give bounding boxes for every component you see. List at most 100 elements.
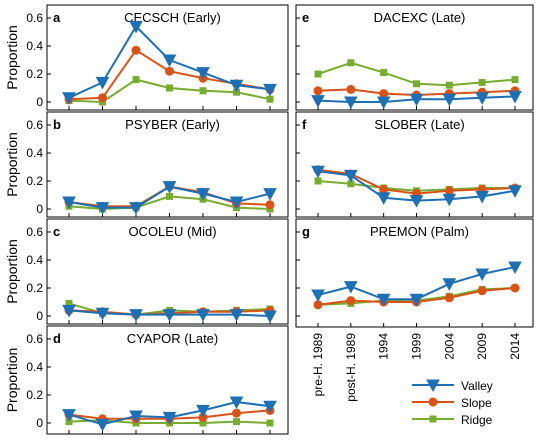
data-point-valley (229, 396, 244, 410)
series-valley (62, 396, 277, 432)
panel-e: e DACEXC (Late) (295, 4, 534, 111)
series-valley (62, 181, 277, 215)
data-point-valley (229, 196, 244, 210)
data-point-ridge (347, 180, 355, 188)
panel-letter: c (53, 224, 60, 239)
panel-title: DACEXC (Late) (374, 10, 466, 25)
data-point-valley (129, 309, 143, 322)
data-point-valley (508, 90, 522, 104)
data-point-valley (95, 307, 110, 321)
data-point-valley (95, 418, 110, 432)
data-point-slope (346, 84, 356, 94)
data-point-valley (62, 196, 76, 210)
data-point-ridge (445, 81, 453, 89)
panel-frame (46, 218, 289, 325)
y-tick-label: 0.6 (26, 332, 43, 346)
panel-title: CECSCH (Early) (124, 10, 221, 25)
data-point-slope (265, 200, 275, 210)
panel-frame (295, 111, 534, 218)
data-point-ridge (65, 299, 73, 307)
legend-label: Ridge (461, 413, 493, 427)
y-tick-label: 0.4 (26, 146, 43, 160)
panel-title: PREMON (Palm) (370, 224, 469, 239)
x-tick-label: 2009 (475, 333, 489, 360)
data-point-slope (444, 186, 454, 196)
x-tick-label: 2014 (508, 333, 522, 360)
data-point-valley (475, 268, 490, 282)
data-point-ridge (380, 69, 388, 77)
data-point-valley (162, 411, 177, 425)
data-point-valley (311, 95, 325, 108)
data-point-ridge (314, 177, 322, 185)
y-axis-label: Proportion (4, 132, 20, 197)
data-point-valley (376, 192, 391, 205)
panel-letter: b (53, 117, 61, 132)
y-tick-label: 0.6 (26, 118, 43, 132)
x-tick-labels: pre-H. 1989 post-H. 1989 1994 1999 2004 2009 2… (311, 333, 522, 402)
y-tick-label: 0 (36, 95, 43, 109)
data-point-ridge (199, 419, 207, 427)
data-point-valley (442, 93, 457, 107)
data-point-valley (263, 83, 277, 97)
data-point-valley (508, 261, 522, 275)
legend-entry-ridge: Ridge (412, 413, 493, 427)
data-point-slope (313, 86, 323, 96)
data-point-valley (376, 293, 391, 307)
data-point-slope (477, 286, 487, 296)
x-tick-label: 2004 (442, 333, 456, 360)
panel-letter: e (302, 10, 309, 25)
panel-title: CYAPOR (Late) (127, 331, 219, 346)
y-tick-label: 0.6 (26, 11, 43, 25)
panel-frame (295, 218, 534, 328)
data-point-slope (313, 300, 323, 310)
data-point-ridge (511, 76, 519, 84)
data-point-valley (95, 76, 110, 90)
y-tick-label: 0.4 (26, 360, 43, 374)
data-point-ridge (347, 59, 355, 67)
data-point-valley (442, 193, 457, 207)
data-point-valley (196, 188, 210, 201)
data-point-valley (62, 304, 76, 318)
x-tick-label: 1994 (377, 333, 391, 360)
panels: a CECSCH (Early) 0 0.2 0.4 0.6 Proportion b PSYB… (4, 4, 534, 435)
x-tick-label: post-H. 1989 (344, 333, 358, 402)
data-point-valley (263, 188, 277, 201)
data-point-ridge (266, 95, 274, 103)
x-tick-label: pre-H. 1989 (311, 333, 325, 397)
y-tick-label: 0 (36, 416, 43, 430)
legend-marker (429, 415, 437, 423)
x-tick-label: 1999 (410, 333, 424, 360)
legend-marker (428, 397, 438, 407)
data-point-valley (475, 190, 490, 204)
data-point-valley (508, 185, 522, 198)
data-point-valley (162, 309, 177, 322)
data-point-slope (346, 296, 356, 306)
data-point-valley (409, 195, 424, 208)
panel-frame (46, 4, 289, 111)
data-point-slope (444, 293, 454, 303)
panel-d: d CYAPOR (Late) 0 0.2 0.4 0.6 Proportion (4, 325, 289, 435)
y-tick-label: 0.4 (26, 253, 43, 267)
data-point-valley (311, 165, 325, 179)
series-slope (64, 45, 275, 104)
data-point-slope (165, 66, 174, 76)
data-point-valley (62, 409, 76, 422)
series-valley (62, 304, 277, 324)
data-point-valley (196, 309, 210, 322)
legend-label: Valley (461, 379, 493, 393)
data-point-valley (162, 54, 177, 68)
data-point-valley (343, 169, 358, 183)
data-point-valley (229, 309, 244, 322)
data-point-slope (98, 93, 107, 103)
y-axis-label: Proportion (4, 348, 20, 413)
data-point-ridge (233, 418, 240, 426)
panel-letter: d (53, 331, 61, 346)
y-tick-label: 0.2 (26, 388, 43, 402)
data-point-valley (311, 289, 325, 303)
data-point-valley (376, 96, 391, 110)
data-point-valley (95, 202, 110, 215)
legend: Valley Slope Ridge (406, 373, 510, 431)
data-point-valley (409, 293, 424, 307)
data-point-valley (263, 310, 277, 324)
